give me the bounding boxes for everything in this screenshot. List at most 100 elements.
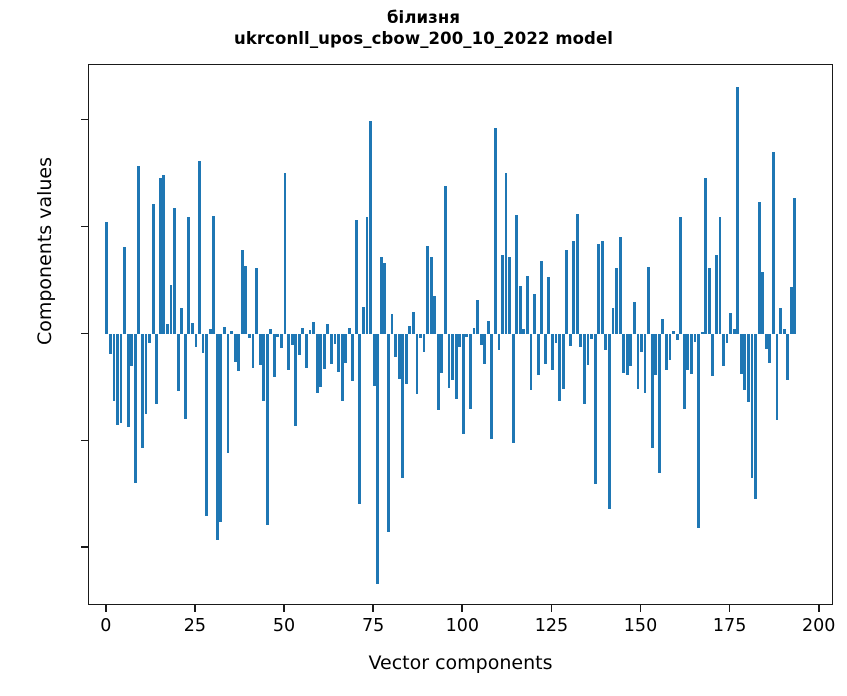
x-tick-label: 50 bbox=[272, 616, 296, 636]
x-tick-label: 200 bbox=[802, 616, 836, 636]
bar bbox=[333, 334, 337, 345]
bar bbox=[711, 334, 715, 377]
bar-plot-area bbox=[89, 65, 832, 604]
bar bbox=[682, 334, 686, 410]
x-tick-label: 150 bbox=[623, 616, 658, 636]
bar bbox=[276, 334, 280, 337]
bar bbox=[476, 300, 479, 335]
bar bbox=[390, 314, 394, 335]
bar bbox=[575, 213, 579, 335]
bar bbox=[526, 275, 529, 335]
bar bbox=[722, 334, 725, 367]
bar bbox=[789, 287, 793, 335]
bar bbox=[561, 334, 565, 389]
bar bbox=[583, 334, 586, 404]
bar bbox=[326, 323, 330, 335]
bar bbox=[105, 222, 109, 335]
bar bbox=[600, 241, 604, 335]
x-tick-mark bbox=[639, 605, 642, 612]
bar bbox=[290, 334, 294, 346]
y-tick-mark bbox=[81, 225, 88, 228]
chart-title: білизня ukrconll_upos_cbow_200_10_2022 m… bbox=[0, 8, 847, 49]
bar bbox=[262, 334, 266, 401]
bar bbox=[739, 334, 743, 374]
y-axis-label: Components values bbox=[34, 156, 56, 346]
bar bbox=[258, 334, 262, 366]
bar bbox=[643, 334, 647, 394]
bar bbox=[251, 334, 255, 368]
bar bbox=[483, 334, 487, 365]
bar bbox=[237, 334, 241, 371]
bar bbox=[155, 334, 159, 404]
bar bbox=[779, 307, 782, 335]
bar bbox=[130, 334, 134, 367]
bar bbox=[173, 208, 176, 335]
chart-title-line2: ukrconll_upos_cbow_200_10_2022 model bbox=[233, 28, 614, 48]
bar bbox=[586, 334, 590, 366]
bar bbox=[786, 334, 790, 381]
bar bbox=[533, 293, 536, 335]
bar bbox=[108, 334, 112, 354]
bar bbox=[451, 334, 454, 381]
bar bbox=[718, 216, 722, 335]
bar bbox=[654, 334, 658, 376]
bar bbox=[230, 331, 233, 335]
bar bbox=[543, 334, 547, 365]
bar bbox=[419, 334, 422, 338]
bar bbox=[233, 334, 237, 363]
bar bbox=[479, 334, 483, 346]
bar bbox=[536, 334, 540, 376]
bar bbox=[226, 334, 230, 454]
bar bbox=[362, 306, 365, 335]
bar bbox=[422, 334, 426, 352]
bar bbox=[247, 334, 251, 338]
bar bbox=[397, 334, 401, 380]
bar bbox=[201, 334, 205, 353]
bar bbox=[215, 334, 219, 540]
bar bbox=[116, 334, 119, 426]
x-tick-mark bbox=[550, 605, 553, 612]
bar bbox=[176, 334, 180, 392]
bar bbox=[219, 334, 223, 522]
bar bbox=[205, 334, 209, 517]
bar bbox=[158, 178, 162, 335]
bar bbox=[493, 128, 497, 335]
bar bbox=[454, 334, 458, 399]
bar bbox=[351, 334, 355, 382]
x-tick-label: 75 bbox=[362, 616, 385, 636]
bar bbox=[736, 87, 740, 335]
bar bbox=[768, 334, 772, 364]
bar bbox=[504, 172, 508, 335]
bar bbox=[208, 329, 212, 335]
bar bbox=[126, 334, 130, 428]
bar bbox=[568, 334, 572, 347]
bar bbox=[675, 334, 679, 340]
bar bbox=[771, 151, 775, 335]
bar bbox=[793, 197, 797, 335]
bar bbox=[404, 334, 408, 384]
bar bbox=[183, 334, 187, 419]
bar bbox=[148, 334, 152, 343]
bar bbox=[198, 161, 201, 335]
bar bbox=[608, 334, 611, 509]
bar bbox=[340, 334, 344, 401]
bar bbox=[465, 334, 469, 337]
bar bbox=[618, 237, 622, 335]
bar bbox=[379, 257, 383, 335]
x-tick-label: 0 bbox=[100, 616, 112, 636]
x-tick-label: 125 bbox=[534, 616, 569, 636]
bar bbox=[775, 334, 779, 420]
bar bbox=[401, 334, 405, 478]
x-tick-label: 175 bbox=[712, 616, 747, 636]
bar bbox=[747, 334, 750, 402]
bar bbox=[269, 329, 273, 335]
bar bbox=[700, 332, 704, 335]
bar bbox=[119, 334, 123, 424]
bar bbox=[511, 334, 515, 444]
bar bbox=[458, 334, 462, 348]
bar bbox=[429, 257, 433, 335]
y-tick-mark bbox=[81, 118, 88, 121]
bar bbox=[640, 334, 643, 352]
y-tick-mark bbox=[81, 332, 88, 335]
